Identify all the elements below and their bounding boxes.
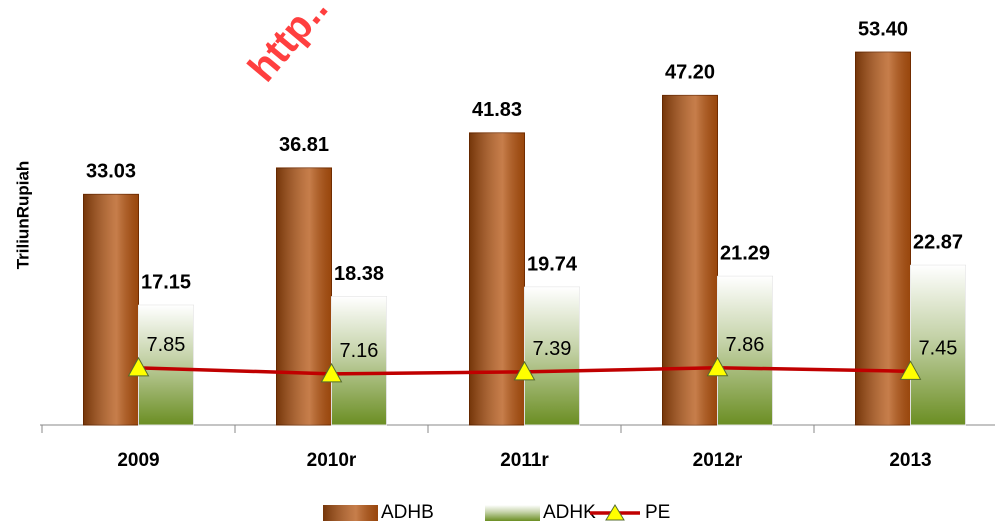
legend-label: ADHB (381, 502, 434, 522)
value-label: 18.38 (334, 263, 384, 285)
legend-swatch-shade (485, 505, 540, 521)
legend-label: ADHK (543, 502, 596, 522)
value-label: 41.83 (472, 99, 522, 121)
x-tick-label: 2012r (693, 450, 743, 471)
bar (469, 132, 525, 426)
value-label: 36.81 (279, 134, 329, 156)
bar (138, 304, 194, 426)
bar (276, 167, 332, 426)
value-label: 53.40 (858, 18, 908, 40)
value-label: 19.74 (527, 253, 578, 275)
legend-label: PE (645, 502, 670, 522)
value-label: 33.03 (86, 161, 136, 183)
value-label: 22.87 (913, 232, 963, 254)
value-label: 17.15 (141, 272, 191, 294)
marker (127, 356, 150, 377)
x-tick-label: 2013 (889, 450, 931, 471)
x-tick-label: 2010r (307, 450, 357, 471)
marker (899, 360, 922, 380)
legend-swatch-shade (323, 505, 378, 521)
value-label: 7.39 (533, 338, 572, 360)
marker (513, 360, 536, 381)
y-axis-label: TriliunRupiah (13, 161, 32, 270)
marker (320, 362, 343, 383)
value-label: 7.45 (919, 338, 958, 360)
value-label: 7.85 (147, 334, 186, 356)
value-label: 7.16 (340, 340, 379, 362)
value-label: 47.20 (665, 62, 715, 84)
watermark: http.. (240, 0, 337, 90)
x-tick-label: 2009 (117, 450, 159, 471)
x-tick-label: 2011r (500, 450, 549, 471)
value-label: 7.86 (726, 334, 765, 356)
value-label: 21.29 (720, 243, 770, 265)
bar (83, 193, 139, 426)
legend-marker (605, 504, 625, 521)
marker (706, 356, 729, 377)
